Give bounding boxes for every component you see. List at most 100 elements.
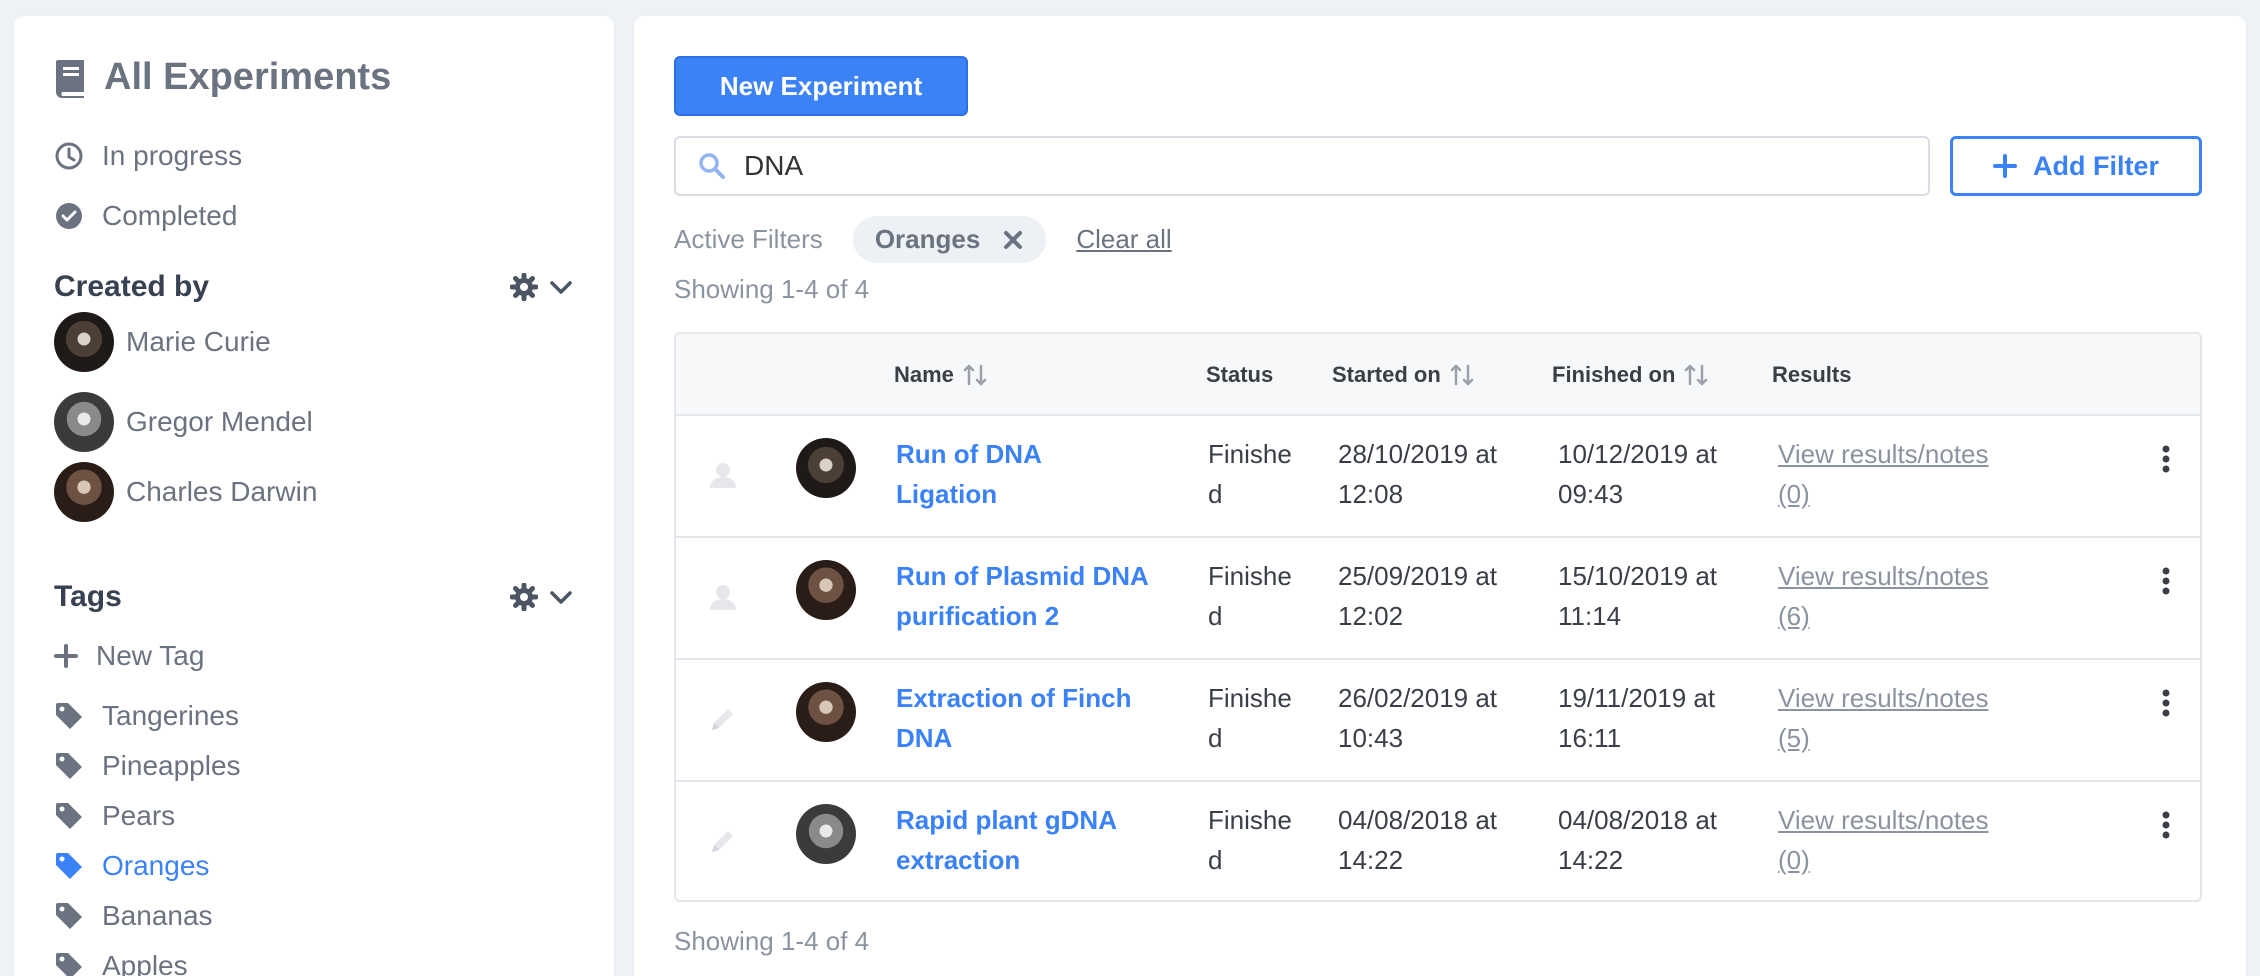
tag-icon xyxy=(56,753,82,779)
column-header-started-on[interactable]: Started on xyxy=(1332,362,1475,388)
table-row[interactable]: Rapid plant gDNA extraction Finishe d 04… xyxy=(676,782,2200,900)
gear-icon[interactable] xyxy=(510,583,538,611)
table-header: Name Status Started on Finished on Resul… xyxy=(676,334,2200,416)
experiment-name-line: Extraction of Finch xyxy=(896,683,1132,713)
finished-on-cell: 04/08/2018 at 14:22 xyxy=(1558,800,1717,880)
tags-header: Tags xyxy=(54,580,574,614)
finished-on-line: 11:14 xyxy=(1558,601,1622,631)
tag-pineapples[interactable]: Pineapples xyxy=(54,750,241,782)
tag-label: Tangerines xyxy=(102,700,239,731)
tag-label: Bananas xyxy=(102,900,213,931)
column-header-label: Name xyxy=(894,362,954,387)
table-row[interactable]: Run of Plasmid DNA purification 2 Finish… xyxy=(676,538,2200,660)
user-name: Gregor Mendel xyxy=(126,406,313,437)
chevron-down-icon[interactable] xyxy=(548,584,574,610)
status-line: Finishe xyxy=(1208,561,1292,591)
experiment-name-line: Rapid plant gDNA xyxy=(896,805,1117,835)
all-experiments-link[interactable]: All Experiments xyxy=(54,56,391,99)
more-options-icon[interactable] xyxy=(2160,444,2172,474)
clock-icon xyxy=(55,142,83,170)
results-line: (5) xyxy=(1778,723,1810,753)
plus-icon xyxy=(1993,154,2017,178)
results-line: (0) xyxy=(1778,479,1810,509)
tag-tangerines[interactable]: Tangerines xyxy=(54,700,239,732)
finished-on-cell: 19/11/2019 at 16:11 xyxy=(1558,678,1715,758)
finished-on-line: 15/10/2019 at xyxy=(1558,561,1718,591)
all-experiments-label: All Experiments xyxy=(104,56,392,98)
experiment-name-link[interactable]: Run of Plasmid DNA purification 2 xyxy=(896,556,1176,636)
status-line: Finishe xyxy=(1208,683,1292,713)
sort-icon xyxy=(1450,364,1474,386)
avatar xyxy=(796,682,856,742)
results-line: View results/notes xyxy=(1778,439,1989,469)
user-name: Charles Darwin xyxy=(126,476,318,507)
tag-oranges[interactable]: Oranges xyxy=(54,850,209,882)
column-header-finished-on[interactable]: Finished on xyxy=(1552,362,1709,388)
more-options-icon[interactable] xyxy=(2160,688,2172,718)
close-icon[interactable] xyxy=(1002,229,1024,251)
column-header-label: Status xyxy=(1206,362,1274,387)
results-count-bottom: Showing 1-4 of 4 xyxy=(674,926,870,956)
tag-icon xyxy=(56,903,82,929)
column-header-label: Started on xyxy=(1332,362,1441,387)
tag-apples[interactable]: Apples xyxy=(54,950,188,976)
clear-all-link[interactable]: Clear all xyxy=(1076,224,1172,254)
add-filter-button[interactable]: Add Filter xyxy=(1950,136,2202,196)
status-cell: Finishe d xyxy=(1208,800,1292,880)
active-filters: Active Filters Oranges Clear all xyxy=(674,216,1172,263)
user-filter-charles-darwin[interactable]: Charles Darwin xyxy=(54,462,317,522)
column-header-results: Results xyxy=(1772,362,1851,388)
experiment-name-line: extraction xyxy=(896,845,1021,875)
sidebar: All Experiments In progress Completed Cr… xyxy=(14,16,614,976)
new-tag-button[interactable]: New Tag xyxy=(54,640,204,672)
search-input[interactable] xyxy=(744,150,1844,182)
column-header-name[interactable]: Name xyxy=(894,362,988,388)
tags-heading: Tags xyxy=(54,580,122,613)
view-results-link[interactable]: View results/notes (6) xyxy=(1778,556,1989,636)
results-count-top: Showing 1-4 of 4 xyxy=(674,274,870,304)
tag-bananas[interactable]: Bananas xyxy=(54,900,213,932)
tag-label: Oranges xyxy=(102,850,210,881)
results-line: View results/notes xyxy=(1778,805,1989,835)
sort-icon xyxy=(963,364,987,386)
started-on-line: 04/08/2018 at xyxy=(1338,805,1498,835)
user-filter-gregor-mendel[interactable]: Gregor Mendel xyxy=(54,392,313,452)
table-row[interactable]: Extraction of Finch DNA Finishe d 26/02/… xyxy=(676,660,2200,782)
view-results-link[interactable]: View results/notes (0) xyxy=(1778,800,1989,880)
finished-on-line: 04/08/2018 at xyxy=(1558,805,1718,835)
experiment-name-link[interactable]: Rapid plant gDNA extraction xyxy=(896,800,1176,880)
column-header-label: Finished on xyxy=(1552,362,1676,387)
tag-label: Apples xyxy=(102,950,188,976)
status-line: d xyxy=(1208,845,1223,875)
check-circle-icon xyxy=(56,203,82,229)
gear-icon[interactable] xyxy=(510,273,538,301)
results-line: (6) xyxy=(1778,601,1810,631)
more-options-icon[interactable] xyxy=(2160,566,2172,596)
search-icon xyxy=(699,153,725,179)
table-row[interactable]: Run of DNA Ligation Finishe d 28/10/2019… xyxy=(676,416,2200,538)
sidebar-item-completed[interactable]: Completed xyxy=(54,200,237,232)
chevron-down-icon[interactable] xyxy=(548,274,574,300)
avatar xyxy=(54,392,114,452)
sidebar-item-in-progress[interactable]: In progress xyxy=(54,140,242,172)
add-filter-label: Add Filter xyxy=(2033,150,2159,181)
tag-icon xyxy=(56,953,82,976)
new-experiment-button[interactable]: New Experiment xyxy=(674,56,968,116)
experiment-name-link[interactable]: Extraction of Finch DNA xyxy=(896,678,1176,758)
view-results-link[interactable]: View results/notes (0) xyxy=(1778,434,1989,514)
started-on-line: 10:43 xyxy=(1338,723,1404,753)
experiment-name-link[interactable]: Run of DNA Ligation xyxy=(896,434,1096,514)
created-by-heading: Created by xyxy=(54,270,210,303)
created-by-header: Created by xyxy=(54,270,574,304)
user-filter-marie-curie[interactable]: Marie Curie xyxy=(54,312,271,372)
view-results-link[interactable]: View results/notes (5) xyxy=(1778,678,1989,758)
user-icon xyxy=(710,585,736,610)
tag-pears[interactable]: Pears xyxy=(54,800,175,832)
avatar xyxy=(796,438,856,498)
column-header-status: Status xyxy=(1206,362,1273,388)
finished-on-line: 16:11 xyxy=(1558,723,1622,753)
plus-icon xyxy=(54,644,78,668)
more-options-icon[interactable] xyxy=(2160,810,2172,840)
started-on-line: 26/02/2019 at xyxy=(1338,683,1498,713)
tag-icon xyxy=(56,853,82,879)
